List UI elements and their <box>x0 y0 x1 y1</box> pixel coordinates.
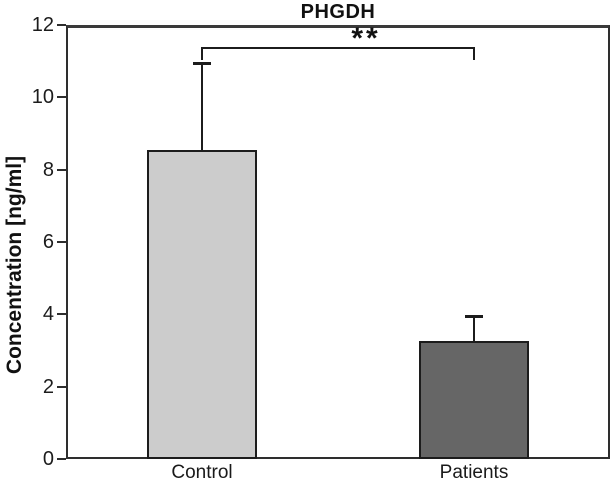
error-bar-control <box>201 63 203 150</box>
bracket-left-drop <box>201 47 203 60</box>
y-tick-mark <box>57 241 66 243</box>
y-tick-mark <box>57 313 66 315</box>
error-bar-patients <box>473 316 475 341</box>
y-tick-mark <box>57 386 66 388</box>
chart-title: PHGDH <box>300 1 376 23</box>
plot-area <box>66 25 610 459</box>
error-bar-cap-patients <box>465 315 483 318</box>
y-tick-label: 2 <box>42 376 54 398</box>
y-tick-label: 4 <box>42 303 54 325</box>
bracket-right-drop <box>473 47 475 60</box>
error-bar-cap-control <box>193 62 211 65</box>
y-tick-label: 10 <box>31 86 54 108</box>
y-tick-mark <box>57 169 66 171</box>
significance-label: ** <box>351 22 381 55</box>
y-tick-mark <box>57 24 66 26</box>
bracket-horizontal <box>201 47 475 49</box>
y-tick-mark <box>57 458 66 460</box>
y-tick-mark <box>57 96 66 98</box>
bar-control <box>147 150 257 459</box>
bar-patients <box>419 341 529 459</box>
y-tick-label: 12 <box>31 14 54 36</box>
y-tick-label: 6 <box>42 231 54 253</box>
x-axis-label-control: Control <box>171 462 233 483</box>
y-tick-label: 8 <box>42 159 54 181</box>
y-tick-label: 0 <box>42 448 54 470</box>
x-axis-label-patients: Patients <box>439 462 509 483</box>
